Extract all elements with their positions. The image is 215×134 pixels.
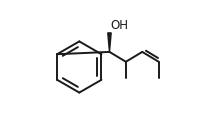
Polygon shape — [108, 33, 111, 52]
Text: OH: OH — [111, 19, 129, 32]
